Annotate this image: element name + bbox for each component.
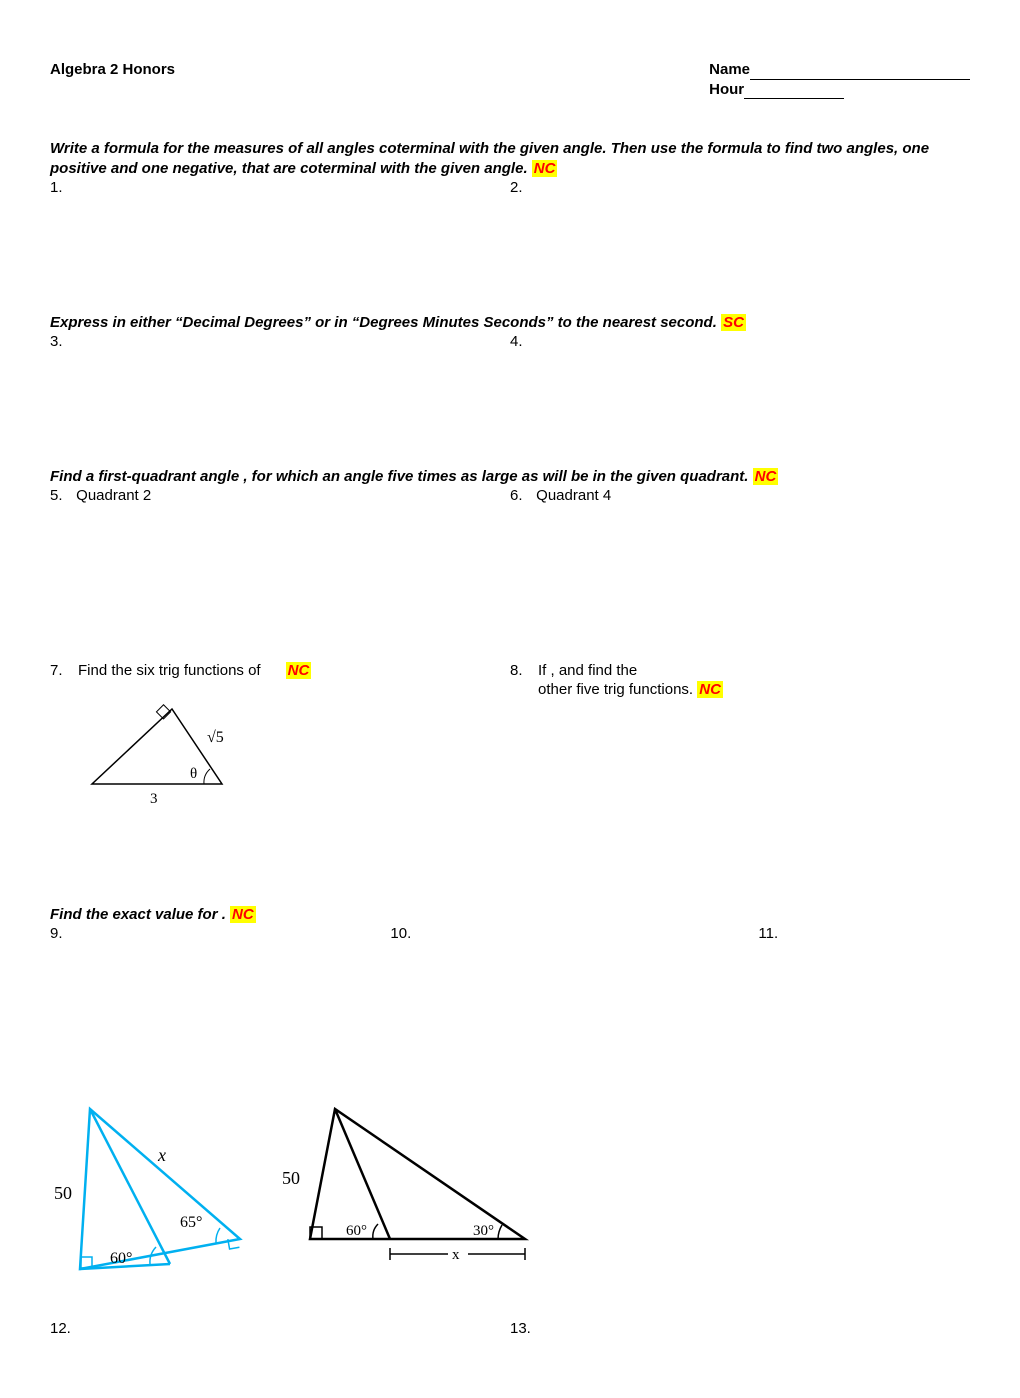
q9: 9. xyxy=(50,925,63,942)
q4: 4. xyxy=(510,333,523,350)
sc-badge: SC xyxy=(721,314,746,331)
q1: 1. xyxy=(50,179,63,196)
q11: 11. xyxy=(758,925,778,942)
hour-blank[interactable] xyxy=(744,98,844,99)
q8-num: 8. xyxy=(510,661,538,700)
section-4: 7. Find the six trig functions of NC √5 … xyxy=(50,661,970,870)
label-60-cyan: 60° xyxy=(110,1250,132,1267)
label-sqrt5: √5 xyxy=(207,729,224,746)
q2: 2. xyxy=(510,179,523,196)
q7-num: 7. xyxy=(50,661,78,681)
q7-text: Find the six trig functions of xyxy=(78,662,265,679)
s2-instruction: Express in either “Decimal Degrees” or i… xyxy=(50,314,721,331)
label-30: 30° xyxy=(473,1223,494,1239)
cyan-triangle: 50 x 65° 60° xyxy=(50,1099,250,1289)
label-50-cyan: 50 xyxy=(54,1183,72,1203)
section-6: 12. 13. xyxy=(50,1319,970,1339)
hour-label: Hour xyxy=(709,81,744,98)
q3: 3. xyxy=(50,333,63,350)
q6-num: 6. xyxy=(510,486,532,506)
nc-badge: NC xyxy=(753,468,779,485)
q10: 10. xyxy=(390,925,411,942)
course-title: Algebra 2 Honors xyxy=(50,60,175,99)
section-1: Write a formula for the measures of all … xyxy=(50,139,970,278)
black-triangle: 50 60° 30° x xyxy=(280,1099,540,1269)
section-5: Find the exact value for . NC 9. 10. 11. xyxy=(50,905,970,1064)
label-theta: θ xyxy=(190,766,197,782)
s5-instruction: Find the exact value for . xyxy=(50,906,230,923)
q5-text: Quadrant 2 xyxy=(76,487,151,504)
q6-text: Quadrant 4 xyxy=(536,487,611,504)
label-x-cyan: x xyxy=(157,1145,166,1165)
triangle-diagrams: 50 x 65° 60° 50 60° 30° x xyxy=(50,1099,970,1289)
s3-instruction: Find a first-quadrant angle , for which … xyxy=(50,468,753,485)
nc-badge: NC xyxy=(230,906,256,923)
label-50-black: 50 xyxy=(282,1168,300,1188)
q13: 13. xyxy=(510,1320,531,1337)
q7-triangle: √5 θ 3 xyxy=(72,694,510,820)
section-3: Find a first-quadrant angle , for which … xyxy=(50,467,970,626)
section-2: Express in either “Decimal Degrees” or i… xyxy=(50,313,970,432)
q8-line2: other five trig functions. xyxy=(538,681,697,698)
student-fields: Name Hour xyxy=(709,60,970,99)
name-label: Name xyxy=(709,61,750,78)
s1-instruction: Write a formula for the measures of all … xyxy=(50,140,929,177)
nc-badge: NC xyxy=(286,662,312,679)
worksheet-header: Algebra 2 Honors Name Hour xyxy=(50,60,970,99)
label-3: 3 xyxy=(150,791,158,807)
nc-badge: NC xyxy=(697,681,723,698)
q12: 12. xyxy=(50,1320,71,1337)
label-65: 65° xyxy=(180,1214,202,1231)
label-x-black: x xyxy=(452,1247,460,1263)
q8-line1: If , and find the xyxy=(538,661,970,681)
nc-badge: NC xyxy=(532,160,558,177)
q5-num: 5. xyxy=(50,486,72,506)
label-60-black: 60° xyxy=(346,1223,367,1239)
